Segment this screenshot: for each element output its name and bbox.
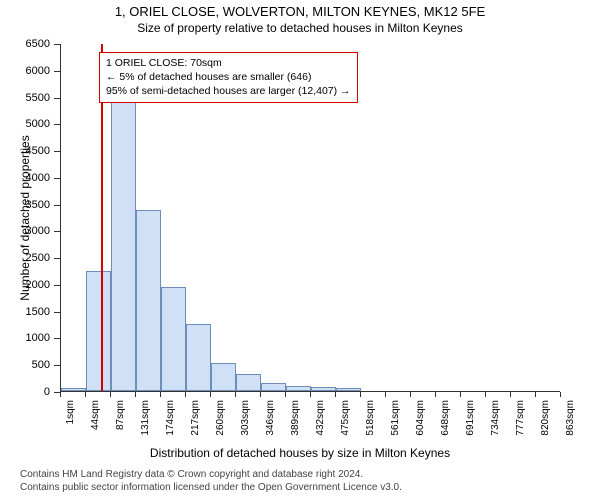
x-tick-label: 303sqm — [240, 400, 251, 436]
x-tick-label: 604sqm — [415, 400, 426, 436]
x-tick-label: 648sqm — [440, 400, 451, 436]
page-title: 1, ORIEL CLOSE, WOLVERTON, MILTON KEYNES… — [0, 4, 600, 19]
y-tick-label: 5500 — [26, 92, 50, 104]
x-tick-label: 346sqm — [265, 400, 276, 436]
y-tick-label: 500 — [32, 359, 50, 371]
histogram-bar — [186, 324, 211, 391]
x-tick-label: 260sqm — [215, 400, 226, 436]
y-tick-label: 6000 — [26, 65, 50, 77]
x-tick-label: 1sqm — [65, 400, 76, 424]
x-tick-label: 44sqm — [90, 400, 101, 430]
histogram-bar — [136, 210, 161, 391]
histogram-bar — [111, 94, 136, 391]
y-tick-label: 0 — [44, 386, 50, 398]
histogram-bar — [261, 383, 286, 391]
x-axis-label: Distribution of detached houses by size … — [0, 446, 600, 460]
y-tick-label: 1000 — [26, 332, 50, 344]
histogram-bar — [236, 374, 261, 391]
histogram-bar — [336, 388, 361, 391]
y-tick-label: 1500 — [26, 306, 50, 318]
histogram-bar — [161, 287, 186, 391]
histogram-bar — [286, 386, 311, 391]
chart-area: 1 ORIEL CLOSE: 70sqm← 5% of detached hou… — [60, 44, 560, 392]
histogram-bar — [86, 271, 111, 391]
histogram-bar — [61, 388, 86, 391]
x-tick-label: 217sqm — [190, 400, 201, 436]
annotation-line: 95% of semi-detached houses are larger (… — [106, 84, 351, 98]
y-tick-label: 2500 — [26, 252, 50, 264]
x-tick-label: 389sqm — [290, 400, 301, 436]
x-tick-label: 475sqm — [340, 400, 351, 436]
y-tick-label: 4000 — [26, 172, 50, 184]
annotation-line: ← 5% of detached houses are smaller (646… — [106, 70, 351, 84]
x-tick-label: 174sqm — [165, 400, 176, 436]
copyright-text: Contains HM Land Registry data © Crown c… — [20, 468, 402, 494]
x-tick-label: 87sqm — [115, 400, 126, 430]
x-tick-label: 691sqm — [465, 400, 476, 436]
y-tick-label: 3500 — [26, 199, 50, 211]
x-tick-label: 863sqm — [565, 400, 576, 436]
copyright-line: Contains HM Land Registry data © Crown c… — [20, 468, 402, 481]
x-tick-label: 518sqm — [365, 400, 376, 436]
y-tick-label: 6500 — [26, 38, 50, 50]
y-tick-label: 2000 — [26, 279, 50, 291]
y-axis-label: Number of detached properties — [18, 135, 32, 300]
histogram-bar — [311, 387, 336, 391]
x-tick-label: 131sqm — [140, 400, 151, 436]
annotation-line: 1 ORIEL CLOSE: 70sqm — [106, 56, 351, 70]
histogram-bar — [211, 363, 236, 391]
y-tick-label: 5000 — [26, 118, 50, 130]
page-subtitle: Size of property relative to detached ho… — [0, 21, 600, 35]
y-tick-label: 3000 — [26, 225, 50, 237]
x-tick-label: 734sqm — [490, 400, 501, 436]
x-tick-label: 820sqm — [540, 400, 551, 436]
y-tick-label: 4500 — [26, 145, 50, 157]
annotation-box: 1 ORIEL CLOSE: 70sqm← 5% of detached hou… — [99, 52, 358, 103]
x-tick-label: 561sqm — [390, 400, 401, 436]
copyright-line: Contains public sector information licen… — [20, 481, 402, 494]
x-tick-label: 777sqm — [515, 400, 526, 436]
x-tick-label: 432sqm — [315, 400, 326, 436]
